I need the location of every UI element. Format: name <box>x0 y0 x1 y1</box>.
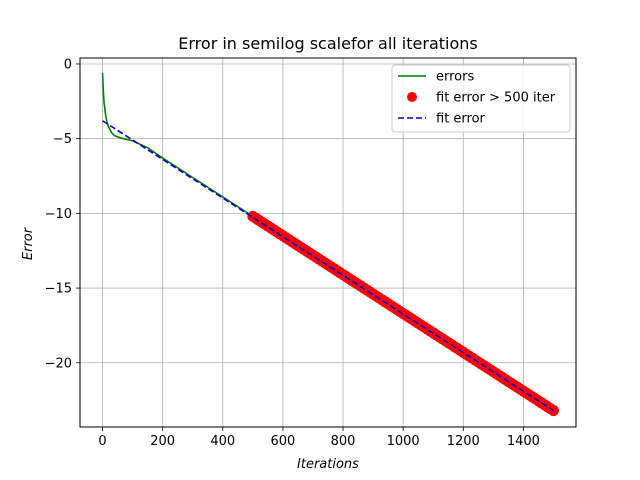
legend-label: fit error > 500 iter <box>436 91 556 106</box>
y-tick-label: −10 <box>45 207 72 222</box>
x-tick-label: 400 <box>210 434 235 449</box>
series-fit-error-line <box>102 120 554 412</box>
legend-fit-points-swatch <box>407 92 417 102</box>
y-tick-label: −20 <box>45 356 72 371</box>
legend-label: errors <box>436 70 474 85</box>
x-tick-label: 0 <box>98 434 106 449</box>
y-tick-label: −5 <box>53 132 72 147</box>
x-tick-label: 1400 <box>507 434 540 449</box>
x-tick-label: 1000 <box>387 434 420 449</box>
y-tick-label: 0 <box>64 57 72 72</box>
x-tick-label: 800 <box>331 434 356 449</box>
x-axis-label: Iterations <box>297 457 359 472</box>
y-axis-label: Error <box>21 226 36 260</box>
chart-title: Error in semilog scalefor all iterations <box>178 34 477 53</box>
ticks: 0 200 400 600 800 1000 1200 1400 0 −5 −10 −15 −20 <box>45 57 540 449</box>
plot-series <box>101 72 559 417</box>
x-tick-label: 1200 <box>447 434 480 449</box>
y-tick-label: −15 <box>45 282 72 297</box>
x-tick-label: 600 <box>270 434 295 449</box>
legend-label: fit error <box>436 112 486 127</box>
legend-box <box>391 64 571 133</box>
legend: errors fit error > 500 iter fit error <box>391 64 571 133</box>
axes-frame <box>79 57 577 428</box>
x-tick-label: 200 <box>150 434 175 449</box>
